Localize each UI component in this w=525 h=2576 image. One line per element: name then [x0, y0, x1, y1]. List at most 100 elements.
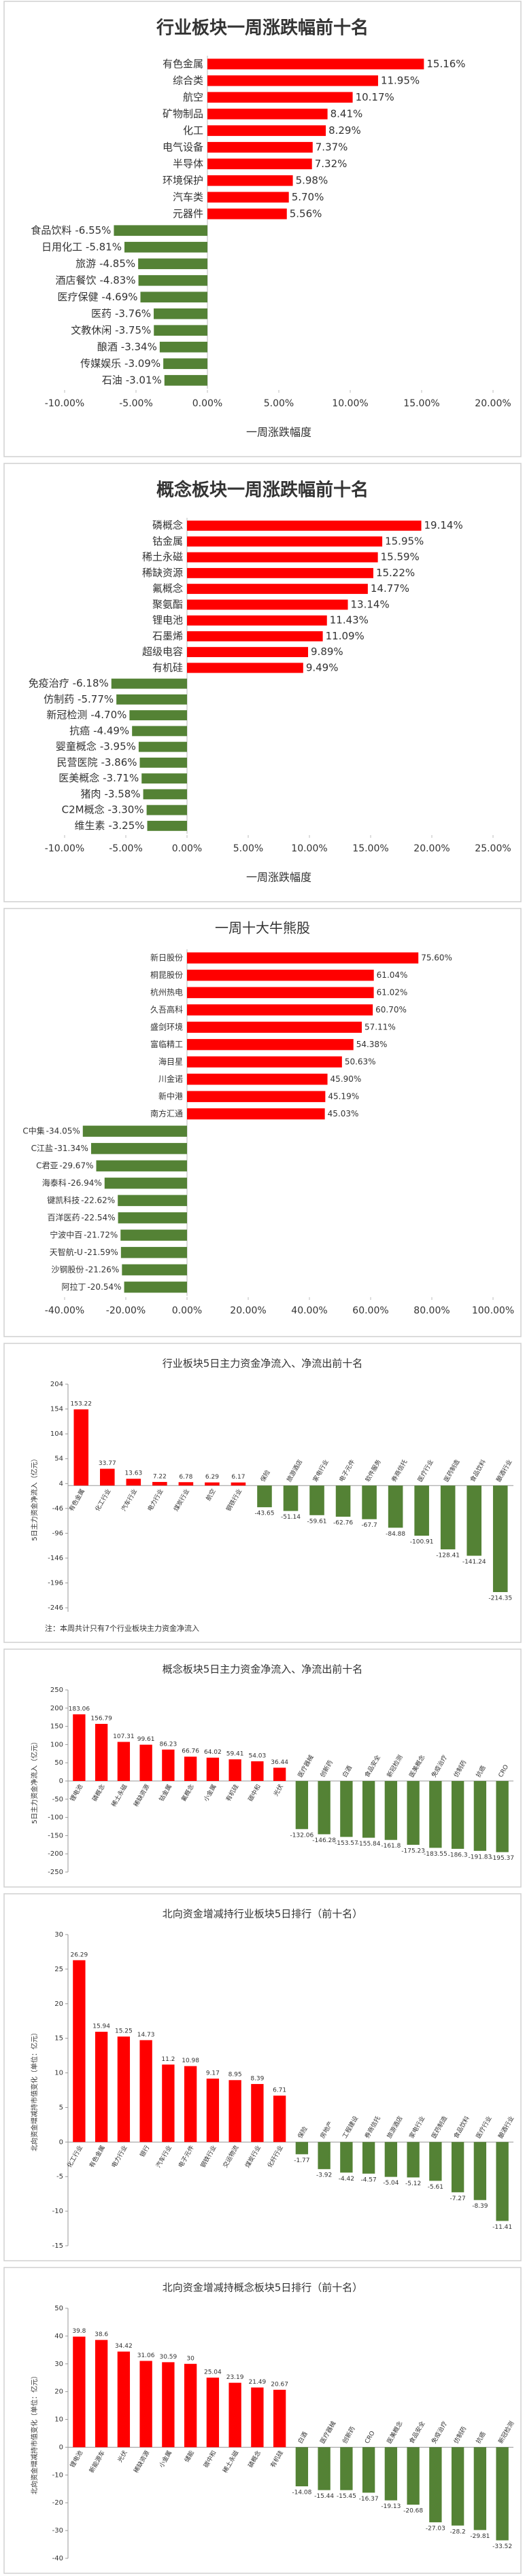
value-label: 7.37%	[316, 141, 348, 153]
bar	[207, 158, 312, 170]
category-label: 桐昆股份	[150, 970, 183, 980]
bar	[187, 599, 348, 610]
value-label: -21.59%	[84, 1248, 118, 1257]
category-label: C君亚	[36, 1161, 58, 1170]
category-label: 猪肉	[81, 788, 101, 800]
value-label: -34.05%	[46, 1126, 80, 1135]
value-label: 13.14%	[351, 598, 390, 610]
category-label: 键凯科技	[47, 1195, 80, 1205]
category-label: 传媒娱乐	[80, 357, 121, 370]
bar	[139, 757, 187, 768]
value-label: -5.04	[383, 2180, 399, 2187]
value-label: 8.39	[250, 2075, 264, 2082]
category-label: 医药	[91, 307, 112, 319]
category-label: 石油	[102, 374, 122, 386]
value-label: -175.23	[401, 1848, 425, 1854]
x-tick-label: 40.00%	[291, 1305, 327, 1316]
category-label: 医美概念	[58, 772, 99, 784]
bar	[187, 1091, 326, 1102]
value-label: 13.63	[124, 1470, 142, 1477]
value-label: 31.06	[137, 2352, 155, 2359]
value-label: -6.18%	[73, 677, 109, 690]
y-tick-label: -5	[56, 2173, 63, 2181]
value-label: 25.04	[204, 2369, 222, 2376]
category-label: 稀土永磁	[142, 551, 183, 563]
y-tick-label: -250	[48, 1869, 63, 1876]
value-label: 99.61	[137, 1736, 155, 1743]
bar	[318, 2142, 331, 2170]
value-label: 38.6	[95, 2331, 108, 2338]
y-tick-label: 100	[50, 1741, 63, 1748]
bar	[114, 225, 207, 236]
value-label: 6.78	[179, 1474, 192, 1481]
value-label: -29.81	[470, 2533, 490, 2540]
bar	[340, 2447, 353, 2490]
bar	[362, 1781, 375, 1838]
bar	[251, 1761, 264, 1781]
bar	[163, 358, 207, 370]
value-label: -186.3	[448, 1852, 468, 1858]
bar	[124, 1282, 187, 1293]
bar	[73, 1409, 89, 1486]
chart-panel	[3, 1893, 522, 2261]
category-label: 医疗保健	[57, 291, 98, 303]
y-tick-label: 250	[50, 1687, 63, 1694]
category-label: 久吾高科	[150, 1004, 183, 1014]
x-tick-label: -10.00%	[45, 398, 84, 409]
value-label: 20.67	[271, 2381, 288, 2388]
x-axis-label: 一周涨跌幅度	[246, 871, 311, 884]
bar	[159, 341, 207, 353]
value-label: -22.62%	[81, 1195, 115, 1205]
x-tick-label: 25.00%	[475, 843, 511, 854]
y-tick-label: -15	[52, 2242, 63, 2250]
bar	[187, 1074, 328, 1085]
bar	[187, 552, 378, 563]
category-label: 文教休闲	[71, 324, 112, 336]
category-label: 杭州热电	[150, 987, 183, 997]
bar	[120, 1229, 187, 1241]
bar	[473, 1781, 487, 1851]
y-tick-label: 150	[50, 1723, 63, 1731]
bar	[138, 741, 187, 752]
value-label: 75.60%	[421, 953, 452, 962]
value-label: 6.71	[273, 2087, 286, 2094]
bar	[207, 208, 287, 219]
category-label: C2M概念	[62, 804, 105, 816]
bar	[228, 2382, 241, 2448]
bar	[340, 1781, 353, 1837]
value-label: 8.95	[228, 2072, 242, 2079]
value-label: 9.17	[206, 2070, 220, 2077]
category-label: 海目星	[158, 1056, 183, 1066]
x-tick-label: 10.00%	[291, 843, 327, 854]
bar	[206, 2378, 220, 2448]
bar	[111, 678, 187, 689]
bar	[138, 258, 207, 270]
value-label: 54.38%	[356, 1040, 388, 1049]
bar	[187, 615, 327, 626]
category-label: 盛剑环境	[150, 1021, 183, 1031]
y-tick-label: -246	[48, 1604, 63, 1612]
bar	[187, 663, 303, 673]
value-label: 10.17%	[356, 91, 394, 103]
bar	[138, 275, 207, 286]
bar	[414, 1485, 429, 1536]
value-label: 15.25	[115, 2028, 133, 2035]
bar	[152, 1481, 167, 1486]
bar	[318, 1781, 331, 1835]
value-label: 11.09%	[326, 630, 365, 642]
category-label: 宁波中百	[50, 1229, 82, 1239]
bar	[251, 2387, 264, 2448]
value-label: -22.54%	[81, 1213, 115, 1222]
value-label: -3.09%	[124, 357, 160, 370]
value-label: 9.49%	[306, 661, 339, 673]
category-label: 酒店餐饮	[56, 274, 97, 286]
value-label: 39.8	[72, 2328, 86, 2335]
value-label: -19.13	[381, 2503, 401, 2510]
category-label: 新冠检测	[46, 709, 87, 721]
bar	[162, 2362, 175, 2448]
y-tick-label: 20	[54, 2388, 63, 2396]
bar	[467, 1485, 481, 1556]
category-label: 天智航-U	[50, 1247, 83, 1257]
value-label: -155.84	[357, 1841, 381, 1848]
x-tick-label: 10.00%	[332, 398, 368, 409]
